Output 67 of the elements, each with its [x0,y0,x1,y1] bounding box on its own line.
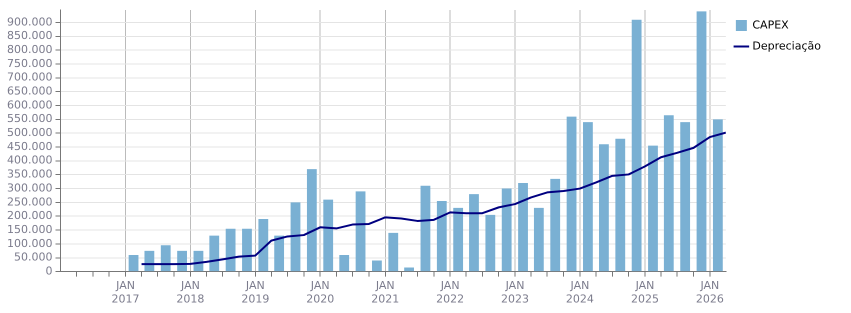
bar [712,119,723,272]
bar [615,138,626,272]
bar [502,188,512,272]
bar [226,228,236,272]
y-tick-label: 100.000 [6,236,52,250]
bar [388,232,398,272]
bar [453,208,464,272]
bar [274,236,284,272]
y-tick-label: 750.000 [6,56,52,70]
bar [420,186,430,272]
bar [534,208,544,272]
bar [177,250,187,272]
bar [550,178,560,272]
bar [372,260,382,272]
bar [290,202,300,272]
y-tick-label: 50.000 [14,250,52,264]
bar [436,201,447,272]
bar [356,191,366,272]
y-tick-label: 600.000 [6,98,52,112]
legend-label: Depreciação [752,39,822,52]
y-tick-label: 300.000 [6,181,52,194]
bar [323,200,334,272]
bar [696,11,706,272]
bar [680,122,690,272]
bar [632,20,642,272]
y-tick-label: 150.000 [6,222,52,236]
x-tick-label: JAN 2018 [176,279,204,306]
bar [664,115,674,272]
y-tick-label: 450.000 [6,140,52,153]
y-tick-label: 550.000 [6,112,52,126]
y-tick-label: 0 [45,264,52,278]
bar [209,236,220,272]
legend-label: CAPEX [752,18,790,32]
x-tick-label: JAN 2020 [306,279,334,306]
y-tick-label: 900.000 [6,15,52,28]
y-tick-label: 200.000 [6,209,52,222]
bar [566,116,576,272]
bar [518,183,528,272]
bar [404,267,414,272]
bar [194,250,204,272]
bar [583,122,593,272]
x-tick-label: JAN 2022 [436,279,464,306]
y-tick-label: 650.000 [6,84,52,98]
y-tick-label: 250.000 [6,195,52,208]
x-tick-label: JAN 2026 [696,279,724,306]
y-tick-label: 400.000 [6,154,52,167]
bar [599,144,609,272]
y-tick-label: 850.000 [6,29,52,42]
y-tick-label: 350.000 [6,168,52,181]
bar [648,146,658,272]
y-tick-label: 800.000 [6,43,52,56]
bar [339,254,350,272]
bar [144,250,154,272]
bar [242,228,252,272]
x-tick-label: JAN 2017 [112,279,140,306]
bar [128,254,138,272]
y-tick-label: 700.000 [6,70,52,84]
bar [306,169,317,272]
bar [258,219,268,272]
x-tick-label: JAN 2021 [371,279,400,306]
bar [469,194,479,272]
bar [485,214,496,272]
x-tick-label: JAN 2019 [241,279,270,306]
x-tick-label: JAN 2025 [630,279,659,306]
x-tick-label: JAN 2023 [501,279,530,306]
y-tick-label: 500.000 [6,126,52,140]
x-tick-label: JAN 2024 [566,279,594,306]
